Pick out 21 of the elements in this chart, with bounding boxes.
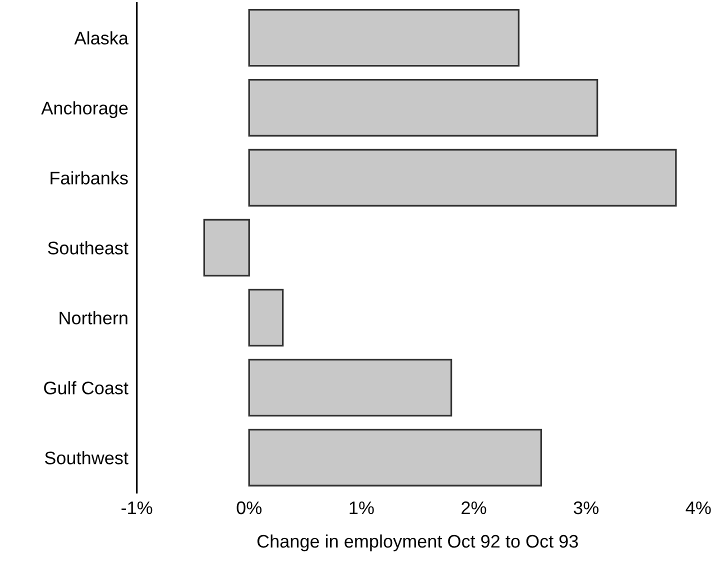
bar bbox=[248, 428, 542, 486]
x-tick-label: 3% bbox=[574, 501, 598, 514]
x-tick-label: 1% bbox=[350, 502, 374, 514]
x-tick-label: 4% bbox=[686, 502, 711, 514]
bar bbox=[248, 78, 598, 137]
bar bbox=[248, 288, 284, 347]
y-tick-label: Southwest bbox=[44, 451, 128, 464]
x-tick-label: -1% bbox=[122, 502, 152, 514]
x-axis-title: Change in employment Oct 92 to Oct 93 bbox=[257, 534, 578, 552]
y-tick-label: Alaska bbox=[74, 31, 128, 45]
y-tick-label: Fairbanks bbox=[50, 171, 128, 184]
bar bbox=[248, 148, 677, 207]
x-tick-label: 0% bbox=[236, 501, 262, 514]
y-tick-label: Anchorage bbox=[41, 101, 128, 118]
x-tick-label: 2% bbox=[462, 501, 486, 514]
y-tick-label: Southeast bbox=[48, 241, 128, 254]
y-tick-label: Gulf Coast bbox=[44, 381, 128, 394]
bar bbox=[248, 8, 520, 67]
y-tick-label: Northern bbox=[60, 311, 128, 324]
bar bbox=[248, 358, 452, 416]
bar bbox=[203, 218, 250, 277]
